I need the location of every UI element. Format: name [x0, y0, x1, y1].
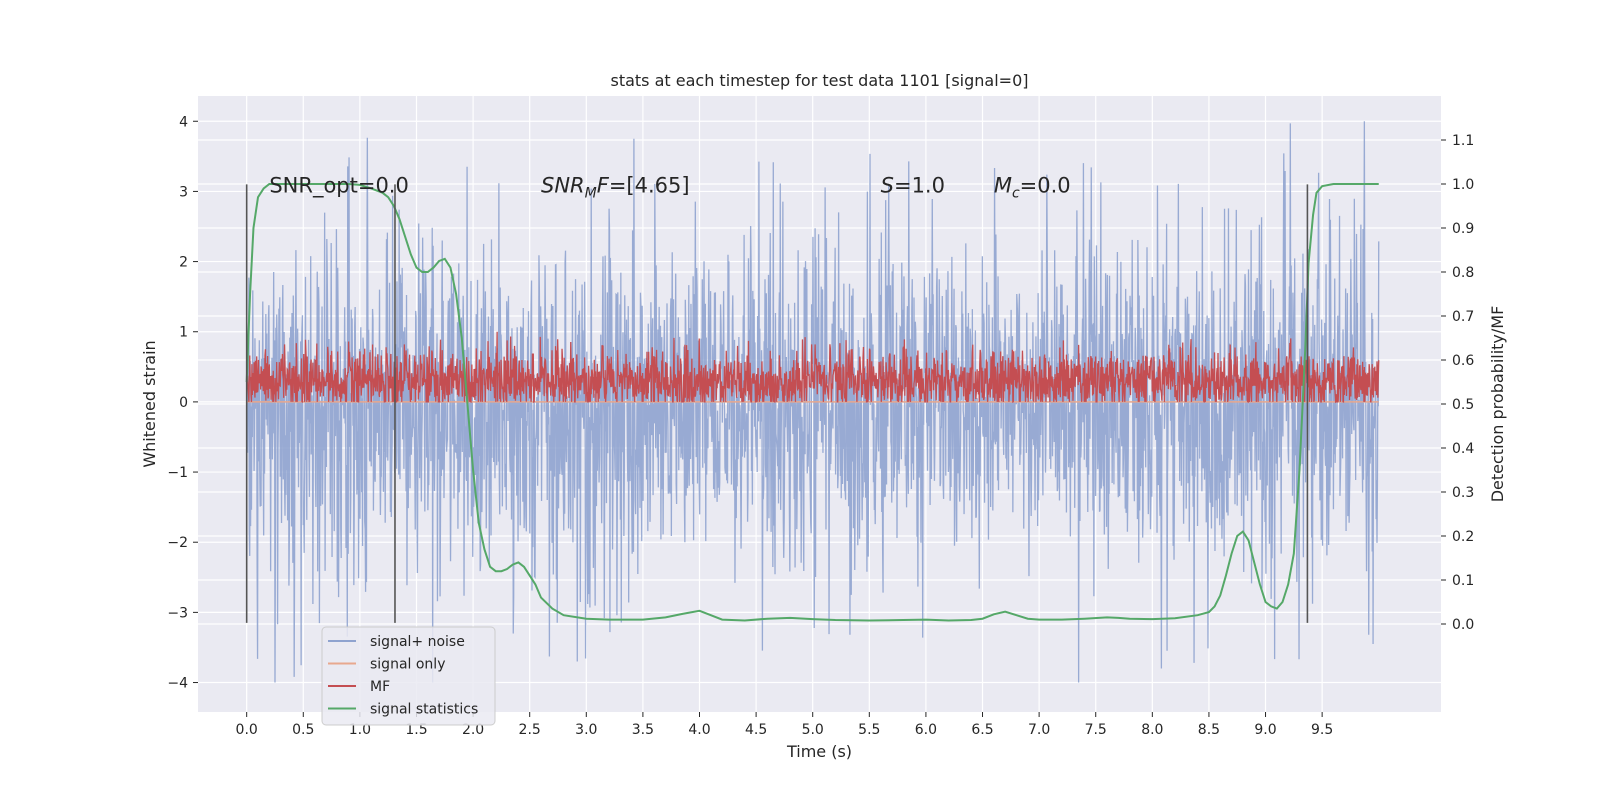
y-axis-ticks: −4 −3 −2 −1 0 1 2 3 4 — [167, 114, 198, 692]
x-axis-ticks: 0.0 0.5 1.0 1.5 2.0 2.5 3.0 3.5 4.0 4.5 5.0 5.5 6.0 6… — [236, 712, 1333, 738]
y-tick-label: −2 — [167, 535, 188, 551]
y2-tick-label: 1.1 — [1452, 133, 1474, 149]
x-tick-label: 2.5 — [519, 722, 541, 738]
legend-entry: MF — [370, 679, 390, 695]
y2-tick-label: 0.8 — [1452, 265, 1474, 281]
y2-tick-label: 0.6 — [1452, 353, 1474, 369]
y2-tick-label: 1.0 — [1452, 177, 1474, 193]
x-tick-label: 1.5 — [405, 722, 427, 738]
annotation: SNRMF=[4.65] — [541, 173, 690, 201]
y-tick-label: 1 — [179, 325, 188, 341]
x-tick-label: 2.0 — [462, 722, 484, 738]
annotations: SNR_opt=0.0 SNRMF=[4.65] S=1.0 Mc=0.0 — [269, 173, 1070, 201]
annotation: Mc=0.0 — [994, 173, 1071, 201]
y-tick-label: 0 — [179, 395, 188, 411]
legend-box — [321, 626, 496, 726]
x-tick-label: 9.0 — [1254, 722, 1276, 738]
x-tick-label: 5.5 — [858, 722, 880, 738]
chart-title: stats at each timestep for test data 110… — [610, 71, 1028, 90]
legend-entry: signal+ noise — [370, 634, 465, 650]
x-tick-label: 4.5 — [745, 722, 767, 738]
y2-tick-label: 0.2 — [1452, 529, 1474, 545]
legend-entry: signal only — [370, 657, 445, 673]
y2-tick-label: 0.0 — [1452, 617, 1474, 633]
x-tick-label: 1.0 — [349, 722, 371, 738]
y2-tick-label: 0.5 — [1452, 397, 1474, 413]
series-layer — [245, 121, 1380, 683]
y2-tick-label: 0.7 — [1452, 309, 1474, 325]
x-tick-label: 4.0 — [688, 722, 710, 738]
y-tick-label: 3 — [179, 184, 188, 200]
x-tick-label: 7.5 — [1085, 722, 1107, 738]
x-tick-label: 0.5 — [292, 722, 314, 738]
x-tick-label: 0.0 — [236, 722, 258, 738]
annotation: SNR_opt=0.0 — [269, 173, 409, 198]
annotation: S=1.0 — [881, 173, 945, 197]
y2-axis-label: Detection probability/MF — [1488, 306, 1507, 503]
y-tick-label: −4 — [167, 676, 188, 692]
y-tick-label: −1 — [167, 465, 188, 481]
y2-tick-label: 0.1 — [1452, 573, 1474, 589]
x-tick-label: 8.5 — [1198, 722, 1220, 738]
x-tick-label: 8.0 — [1141, 722, 1163, 738]
legend: signal+ noise signal only MF signal statist… — [321, 626, 496, 726]
x-tick-label: 7.0 — [1028, 722, 1050, 738]
x-tick-label: 6.5 — [971, 722, 993, 738]
vertical-markers — [245, 184, 1309, 623]
y2-tick-label: 0.9 — [1452, 221, 1474, 237]
x-tick-label: 6.0 — [915, 722, 937, 738]
x-tick-label: 3.5 — [632, 722, 654, 738]
legend-entry: signal statistics — [370, 702, 478, 718]
y2-axis-ticks: 0.0 0.1 0.2 0.3 0.4 0.5 0.6 0.7 0.8 0.9 1.0 1.1 — [1441, 133, 1474, 633]
x-axis-label: Time (s) — [786, 742, 852, 761]
y2-tick-label: 0.4 — [1452, 441, 1474, 457]
y-axis-label: Whitened strain — [140, 340, 159, 467]
x-tick-label: 9.5 — [1311, 722, 1333, 738]
x-tick-label: 5.0 — [802, 722, 824, 738]
y-tick-label: 4 — [179, 114, 188, 130]
series-mf — [246, 331, 1380, 404]
y-tick-label: 2 — [179, 255, 188, 271]
y2-tick-label: 0.3 — [1452, 485, 1474, 501]
x-tick-label: 3.0 — [575, 722, 597, 738]
y-tick-label: −3 — [167, 605, 188, 621]
series-signal-statistics — [245, 183, 1379, 622]
